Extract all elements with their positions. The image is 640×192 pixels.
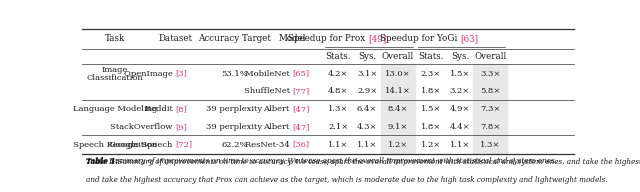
Text: Speech Recognition: Speech Recognition [73, 141, 157, 149]
Text: MobileNet: MobileNet [244, 70, 292, 78]
Text: 3.1×: 3.1× [357, 70, 378, 78]
Text: Dataset: Dataset [159, 34, 193, 43]
Text: 1.1×: 1.1× [328, 141, 348, 149]
Text: 7.8×: 7.8× [480, 123, 500, 131]
Text: 53.1%: 53.1% [221, 70, 248, 78]
Bar [474, 65, 507, 154]
Text: ResNet-34: ResNet-34 [245, 141, 292, 149]
Text: Albert: Albert [263, 123, 292, 131]
Text: [72]: [72] [175, 141, 193, 149]
Text: 1.5×: 1.5× [420, 105, 441, 113]
Text: Google Speech: Google Speech [109, 141, 175, 149]
Text: 1.5×: 1.5× [450, 70, 470, 78]
Text: Model: Model [278, 34, 306, 43]
Text: 1.2×: 1.2× [420, 141, 441, 149]
Text: 14.1×: 14.1× [385, 87, 411, 95]
Text: 1.3×: 1.3× [328, 105, 348, 113]
Text: Speedup for Prox: Speedup for Prox [288, 34, 368, 43]
Text: [36]: [36] [292, 141, 309, 149]
Text: 2.1×: 2.1× [328, 123, 348, 131]
Text: 1.8×: 1.8× [420, 87, 441, 95]
Text: 1.1×: 1.1× [357, 141, 378, 149]
Text: Speedup for YoGi: Speedup for YoGi [380, 34, 461, 43]
Text: Language Modeling: Language Modeling [73, 105, 157, 113]
Text: 3.3×: 3.3× [480, 70, 500, 78]
Text: 8.4×: 8.4× [388, 105, 408, 113]
Text: Table 1:: Table 1: [86, 157, 120, 165]
Text: Sys.: Sys. [451, 52, 469, 61]
Text: 13.0×: 13.0× [385, 70, 411, 78]
Text: [8]: [8] [175, 105, 188, 113]
Text: 39 perplexity: 39 perplexity [206, 105, 262, 113]
Text: Table 1: Summary of improvements on time to accuracy. We tease apart the overall: Table 1: Summary of improvements on time… [86, 158, 640, 166]
Text: ShuffleNet: ShuffleNet [244, 87, 292, 95]
Text: Overall: Overall [474, 52, 506, 61]
Text: [77]: [77] [292, 87, 310, 95]
Text: 39 perplexity: 39 perplexity [206, 123, 262, 131]
Text: 5.8×: 5.8× [480, 87, 500, 95]
Text: 2.9×: 2.9× [357, 87, 378, 95]
Text: Task: Task [105, 34, 125, 43]
Text: OpenImage: OpenImage [124, 70, 175, 78]
Text: Stats.: Stats. [325, 52, 351, 61]
Text: [3]: [3] [175, 70, 188, 78]
Text: [9]: [9] [175, 123, 188, 131]
Text: Accuracy Target: Accuracy Target [198, 34, 271, 43]
Text: 6.4×: 6.4× [357, 105, 378, 113]
Text: [47]: [47] [292, 105, 310, 113]
Text: 3.2×: 3.2× [450, 87, 470, 95]
Text: Table 1:: Table 1: [86, 158, 120, 166]
Text: Reddit: Reddit [145, 105, 175, 113]
Text: 2.3×: 2.3× [420, 70, 441, 78]
Text: 4.4×: 4.4× [450, 123, 470, 131]
Bar [381, 65, 415, 154]
Text: Stats.: Stats. [418, 52, 444, 61]
Text: [47]: [47] [292, 123, 310, 131]
Text: 4.8×: 4.8× [328, 87, 348, 95]
Text: Classification: Classification [87, 74, 143, 82]
Text: 4.2×: 4.2× [328, 70, 348, 78]
Text: 1.8×: 1.8× [420, 123, 441, 131]
Text: 4.9×: 4.9× [450, 105, 470, 113]
Text: Summary of improvements on time to accuracy. We tease apart the overall improvem: Summary of improvements on time to accur… [110, 157, 557, 165]
Text: [49]: [49] [368, 34, 387, 43]
Text: 1.3×: 1.3× [480, 141, 500, 149]
Text: 1.2×: 1.2× [388, 141, 408, 149]
Text: Image: Image [102, 66, 129, 74]
Text: 1.1×: 1.1× [450, 141, 470, 149]
Text: [65]: [65] [292, 70, 309, 78]
Text: Overall: Overall [382, 52, 414, 61]
Text: and take the highest accuracy that Prox can achieve as the target, which is mode: and take the highest accuracy that Prox … [86, 176, 607, 184]
Text: 62.2%: 62.2% [221, 141, 248, 149]
Text: Sys.: Sys. [358, 52, 376, 61]
Text: Albert: Albert [263, 105, 292, 113]
Text: [63]: [63] [461, 34, 479, 43]
Text: StackOverflow: StackOverflow [111, 123, 175, 131]
Text: 4.3×: 4.3× [357, 123, 378, 131]
Text: 7.3×: 7.3× [480, 105, 500, 113]
Text: 9.1×: 9.1× [388, 123, 408, 131]
